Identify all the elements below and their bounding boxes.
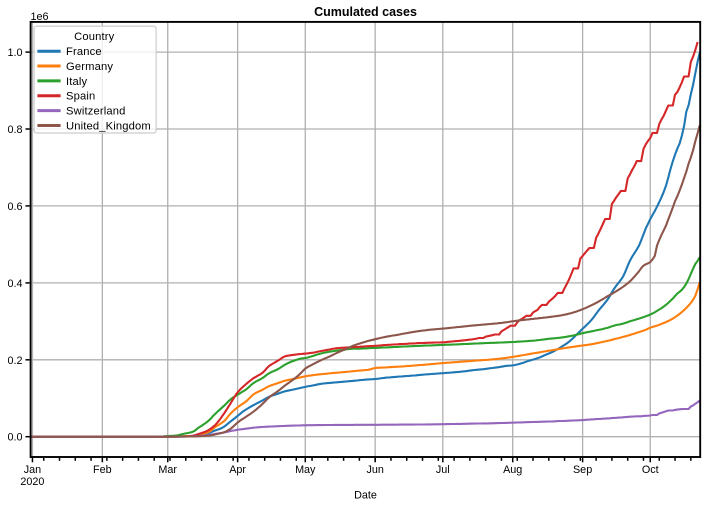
svg-text:Date: Date [354,490,377,502]
svg-text:1.0: 1.0 [7,47,22,59]
svg-text:Mar: Mar [158,464,177,476]
svg-text:0.0: 0.0 [7,432,22,444]
svg-text:2020: 2020 [20,476,44,488]
svg-text:Jan: Jan [24,464,41,476]
svg-text:Germany: Germany [66,61,113,73]
svg-text:May: May [295,464,316,476]
svg-text:0.2: 0.2 [7,355,22,367]
svg-text:0.4: 0.4 [7,278,22,290]
svg-text:Country: Country [74,31,114,43]
svg-text:Aug: Aug [503,464,522,476]
svg-text:0.6: 0.6 [7,201,22,213]
svg-text:Oct: Oct [642,464,659,476]
svg-text:1e6: 1e6 [31,11,49,23]
svg-text:Spain: Spain [66,91,95,103]
svg-text:Jul: Jul [436,464,450,476]
svg-text:Cumulated cases: Cumulated cases [314,5,417,19]
svg-text:Jun: Jun [366,464,383,476]
svg-text:France: France [66,46,102,58]
svg-text:Sep: Sep [573,464,592,476]
svg-text:United_Kingdom: United_Kingdom [66,120,151,132]
svg-text:Apr: Apr [229,464,246,476]
svg-text:Italy: Italy [66,76,88,88]
svg-text:0.8: 0.8 [7,124,22,136]
svg-text:Switzerland: Switzerland [66,106,125,118]
svg-text:Feb: Feb [93,464,112,476]
